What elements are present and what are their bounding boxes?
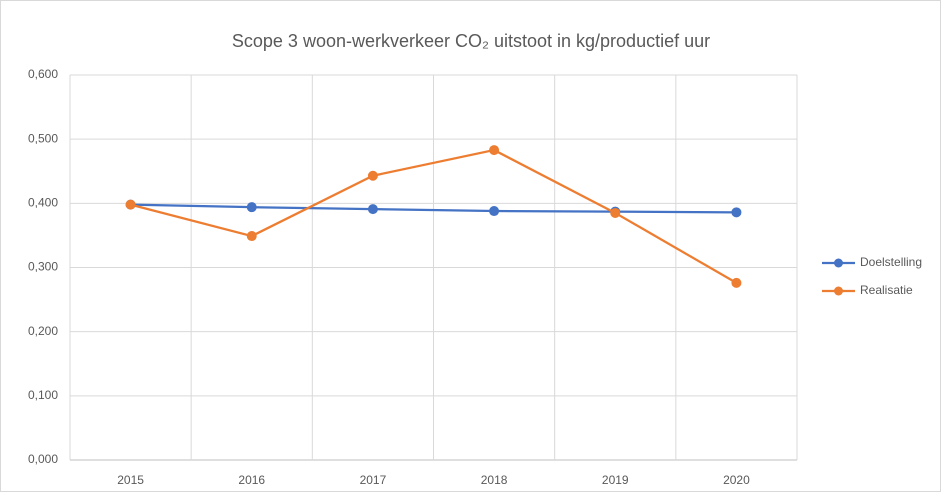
series-marker: [489, 206, 500, 217]
x-tick-label: 2019: [602, 473, 629, 487]
x-tick-label: 2020: [723, 473, 750, 487]
chart-title: Scope 3 woon-werkverkeer CO₂ uitstoot in…: [232, 31, 710, 51]
legend-label: Realisatie: [860, 283, 913, 297]
y-tick-label: 0,200: [28, 324, 58, 338]
series-marker: [367, 204, 378, 215]
y-tick-label: 0,300: [28, 260, 58, 274]
series-marker: [246, 231, 257, 242]
legend-label: Doelstelling: [860, 255, 922, 269]
y-tick-label: 0,000: [28, 452, 58, 466]
series-marker: [610, 207, 621, 218]
series-marker: [731, 207, 742, 218]
x-tick-label: 2018: [481, 473, 508, 487]
series-marker: [367, 170, 378, 181]
series-line: [130, 203, 737, 214]
x-tick-label: 2015: [117, 473, 144, 487]
y-tick-label: 0,500: [28, 131, 58, 145]
y-tick-label: 0,400: [28, 196, 58, 210]
y-tick-label: 0,600: [28, 67, 58, 81]
x-tick-label: 2016: [238, 473, 265, 487]
series-marker: [731, 277, 742, 288]
legend-marker: [834, 286, 843, 296]
legend-marker: [834, 258, 843, 268]
series-marker: [125, 199, 136, 210]
x-tick-label: 2017: [360, 473, 387, 487]
series-marker: [246, 202, 257, 213]
series-line: [130, 148, 737, 284]
y-tick-label: 0,100: [28, 388, 58, 402]
series-marker: [489, 145, 500, 156]
